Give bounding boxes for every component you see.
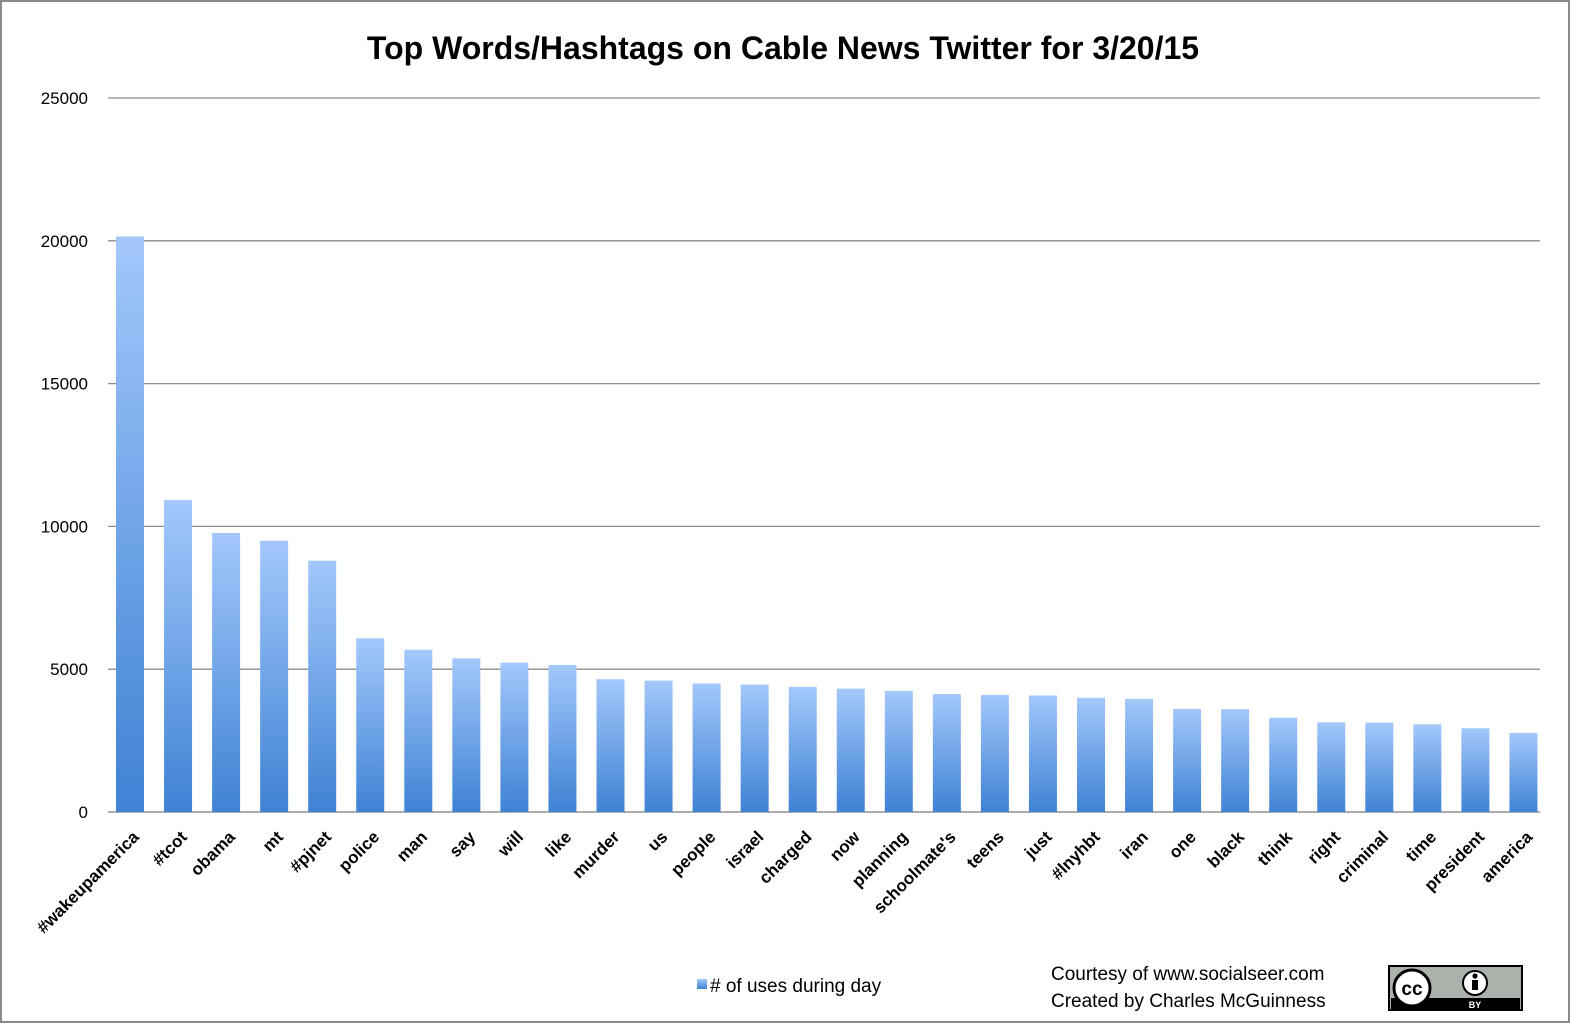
bars [116,236,1538,813]
x-tick-label: right [1304,827,1344,867]
bar [260,540,289,812]
bar [548,664,577,812]
bar [884,690,913,812]
x-tick-label: like [542,827,575,860]
x-tick-label: #wakeupamerica [33,827,143,937]
bar [1173,708,1202,812]
x-tick-label: criminal [1333,827,1393,887]
x-tick-label: obama [187,827,240,880]
x-tick-label: now [826,827,864,865]
x-tick-label: police [335,827,383,875]
x-tick-label: say [446,827,480,861]
legend-label: # of uses during day [710,976,882,997]
x-tick-label: charged [755,827,815,887]
y-tick-label: 10000 [41,517,88,536]
bar [1509,732,1538,812]
y-tick-label: 5000 [50,660,88,679]
bar [1317,722,1346,812]
bar [1221,709,1250,812]
x-tick-label: #tcot [149,827,191,869]
bar [692,683,721,812]
x-tick-label: just [1020,827,1056,863]
bar [1125,698,1154,812]
bar [356,638,385,812]
bar [308,560,337,812]
bar [1365,722,1394,812]
chart-title: Top Words/Hashtags on Cable News Twitter… [367,30,1199,66]
legend-swatch [697,979,707,989]
cc-text: cc [1401,979,1423,1000]
x-tick-label: us [644,827,671,854]
bar [836,688,865,812]
y-tick-label: 0 [79,803,88,822]
x-tick-label: #pjnet [286,827,335,876]
bar [500,662,529,812]
credit-courtesy: Courtesy of www.socialseer.com [1051,964,1325,985]
y-axis-ticks: 0 5000 10000 15000 20000 25000 [41,89,88,822]
bar [980,694,1009,812]
x-tick-label: mt [259,827,287,855]
bar [1269,717,1298,812]
x-tick-label: #lnyhbt [1048,827,1104,883]
y-tick-label: 15000 [41,375,88,394]
bar [644,680,673,812]
x-tick-label: teens [963,827,1008,872]
bar [116,236,144,813]
bar [740,684,769,812]
x-tick-label: time [1402,827,1440,865]
x-tick-label: people [667,827,719,879]
bar [1413,724,1442,812]
bar [1077,697,1105,812]
bar [1461,728,1490,812]
x-tick-label: think [1254,827,1297,870]
creative-commons-by-icon: cc BY [1388,965,1523,1011]
gridlines [108,97,1540,813]
bar [164,500,193,812]
y-tick-label: 20000 [41,232,88,251]
x-tick-label: israel [723,827,768,872]
bar [1028,695,1057,812]
x-tick-label: man [393,827,431,865]
y-tick-label: 25000 [41,89,88,108]
bar [932,694,961,812]
bar [212,532,241,812]
x-tick-label: murder [568,827,623,882]
by-text: BY [1469,1000,1482,1010]
x-tick-label: one [1165,827,1200,862]
x-tick-label: iran [1116,827,1151,862]
bar [788,686,817,812]
x-tick-label: america [1477,827,1536,886]
x-tick-label: black [1204,827,1249,872]
legend: # of uses during day [697,976,882,997]
bar [596,679,625,812]
x-tick-label: will [494,827,528,861]
bar [452,658,481,812]
bar [404,649,433,812]
credit-author: Created by Charles McGuinness [1051,991,1326,1012]
